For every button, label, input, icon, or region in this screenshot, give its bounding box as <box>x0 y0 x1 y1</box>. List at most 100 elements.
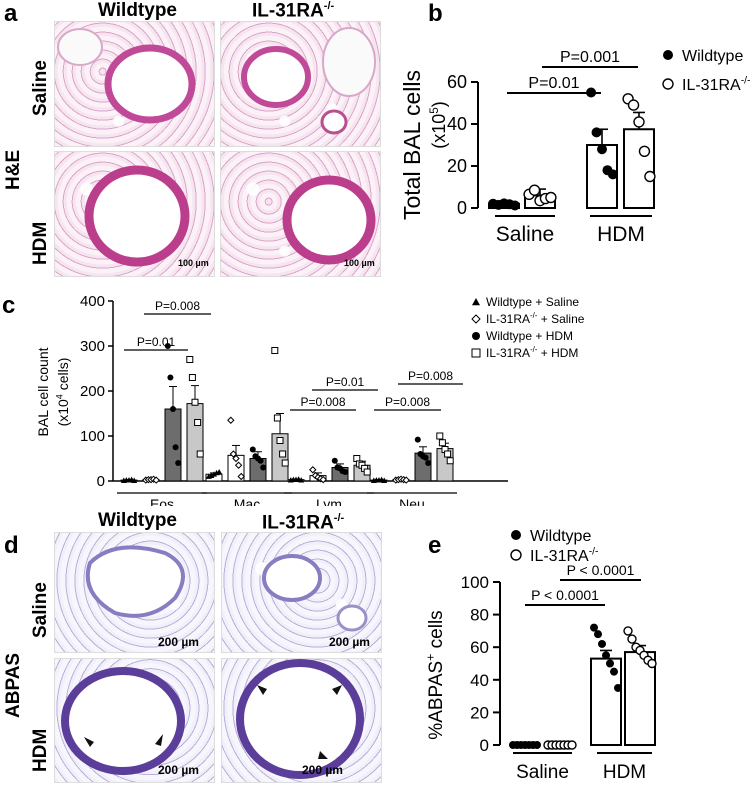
category-label: Eos <box>150 496 174 506</box>
chart-c: 0 100 200 300 400 BAL cell count (x104 cells) E… <box>35 293 585 506</box>
data-point <box>260 464 267 471</box>
y-axis-title: BAL cell count <box>35 347 51 436</box>
data-point <box>342 469 349 475</box>
group-label: HDM <box>597 223 645 246</box>
data-point <box>414 436 421 443</box>
panel-d-row-hdm: HDM <box>30 728 51 772</box>
y-tick-label: 0 <box>480 736 489 755</box>
he-image-ko-saline <box>220 21 381 147</box>
y-tick-label: 80 <box>470 606 489 625</box>
category-label: Lym <box>316 496 342 506</box>
data-point <box>545 191 557 204</box>
data-point <box>196 450 204 458</box>
data-point <box>633 116 645 128</box>
data-point <box>216 469 223 475</box>
data-point <box>425 460 432 466</box>
data-point <box>152 476 160 484</box>
he-image-wildtype-hdm: 100 µm <box>54 151 215 277</box>
data-point <box>188 374 196 381</box>
comparison-label: P=0.01 <box>137 335 176 349</box>
data-point <box>533 741 541 749</box>
abpas-image-wildtype-hdm: 200 µm <box>54 658 215 783</box>
data-point <box>186 356 194 363</box>
data-point <box>446 457 454 465</box>
abpas-image-ko-hdm: 200 µm <box>221 658 382 783</box>
legend-marker <box>662 78 674 90</box>
data-point <box>438 439 446 447</box>
panel-d-col-wildtype: Wildtype <box>98 510 177 531</box>
y-axis-unit: (x105) <box>428 101 449 149</box>
panel-d-row-saline: Saline <box>30 582 51 638</box>
data-point <box>610 667 618 676</box>
data-point <box>319 475 327 484</box>
legend-marker <box>511 530 521 540</box>
y-tick-label: 300 <box>80 338 105 355</box>
legend-label: Wildtype <box>682 48 743 65</box>
y-tick-label: 20 <box>470 703 489 722</box>
y-tick-label: 0 <box>97 473 105 490</box>
panel-a-col-ko: IL-31RA-/- <box>252 0 335 22</box>
data-point <box>381 477 388 483</box>
legend-marker <box>472 332 480 340</box>
legend-marker <box>471 314 481 324</box>
y-tick-label: 100 <box>80 428 105 445</box>
legend-label: IL-31RA-/- + Saline <box>486 311 585 326</box>
data-point <box>598 639 606 648</box>
comparison-label: P < 0.0001 <box>531 587 599 603</box>
data-point <box>614 683 622 692</box>
data-point <box>331 457 338 464</box>
legend-label: IL-31RA-/- <box>682 76 750 94</box>
comparison-label: P=0.001 <box>560 49 620 66</box>
panel-label-d: d <box>4 532 19 559</box>
data-point <box>276 437 284 444</box>
data-point <box>164 343 171 349</box>
y-tick-label: 40 <box>447 114 467 134</box>
panel-d-col-ko: IL-31RA-/- <box>262 512 345 534</box>
chart-e: 0 20 40 60 80 100 Saline HDM P < 0.0001 P < 0.000… <box>423 528 657 783</box>
legend-label: Wildtype + Saline <box>486 295 579 309</box>
chart-b: 0 20 40 60 Saline HDM P=0.01 P=0.001 Wildtype IL-… <box>399 48 750 246</box>
data-point <box>194 419 202 426</box>
data-point <box>273 414 281 422</box>
data-point <box>402 476 410 484</box>
comparison-label: P=0.008 <box>385 395 430 409</box>
panel-d-stain: ABPAS <box>3 652 24 718</box>
data-point <box>175 460 182 466</box>
data-point <box>227 416 235 424</box>
legend-label: Wildtype <box>530 528 591 545</box>
y-axis-title: %ABPAS+ cells <box>423 610 447 739</box>
y-tick-label: 60 <box>447 72 467 92</box>
data-point <box>309 466 317 474</box>
data-point <box>644 170 656 183</box>
data-point <box>627 634 637 644</box>
bar <box>186 403 204 482</box>
scale-bar-d-ko-hdm: 200 µm <box>302 763 343 777</box>
data-point <box>597 144 607 155</box>
he-image-wildtype-saline <box>54 21 215 147</box>
legend-marker <box>471 348 481 358</box>
category-label: Neu <box>399 496 425 506</box>
legend-marker <box>663 50 673 60</box>
category-label: Mac <box>234 496 260 506</box>
panel-label-c: c <box>2 292 16 319</box>
legend-marker <box>510 549 522 561</box>
panel-label-e: e <box>428 532 442 559</box>
comparison-label: P=0.01 <box>528 75 579 92</box>
data-point <box>234 461 243 469</box>
group-label: Saline <box>496 223 554 246</box>
panel-a-row-saline: Saline <box>30 60 51 116</box>
data-point <box>436 432 444 440</box>
data-point <box>606 659 614 668</box>
scale-bar-a-wt-hdm: 100 µm <box>178 258 209 268</box>
data-point <box>591 127 602 138</box>
abpas-image-ko-saline: 200 µm <box>221 532 382 653</box>
y-axis-title: Total BAL cells <box>399 70 425 220</box>
data-point <box>602 651 610 660</box>
data-point <box>170 406 176 412</box>
scale-bar-a-ko-hdm: 100 µm <box>344 258 375 268</box>
data-point <box>131 477 138 483</box>
legend-label: IL-31RA-/- + HDM <box>486 345 578 360</box>
scale-bar-d-ko-saline: 200 µm <box>329 635 370 649</box>
legend-marker <box>472 298 480 306</box>
comparison-label: P=0.008 <box>155 299 200 313</box>
